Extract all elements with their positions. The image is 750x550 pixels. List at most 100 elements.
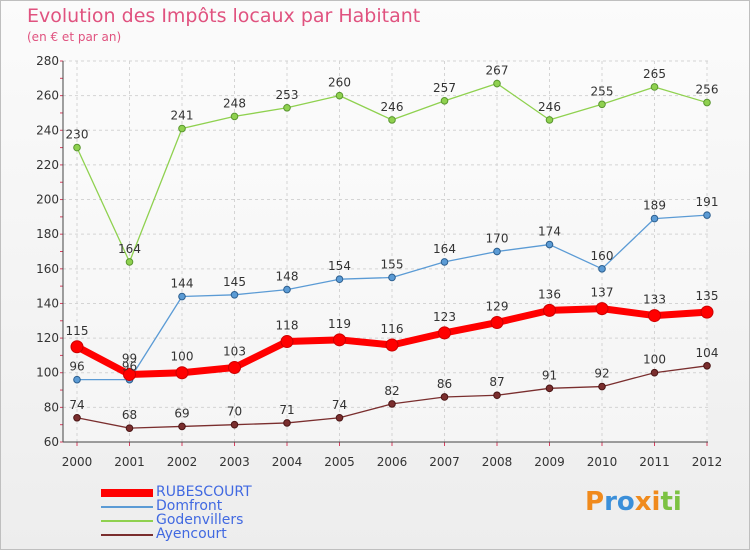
data-point-rubescourt bbox=[228, 361, 241, 375]
data-point-ayencourt bbox=[388, 400, 396, 408]
x-tick-label: 2008 bbox=[482, 455, 513, 469]
x-tick-label: 2001 bbox=[114, 455, 145, 469]
data-point-ayencourt bbox=[545, 384, 554, 393]
y-tick-label: 260 bbox=[36, 89, 59, 103]
x-tick-label: 2002 bbox=[167, 455, 198, 469]
data-label-domfront: 154 bbox=[328, 259, 351, 273]
data-point-domfront bbox=[388, 273, 396, 282]
data-point-godenvillers bbox=[545, 116, 554, 124]
data-point-godenvillers bbox=[178, 124, 186, 133]
data-label-domfront: 191 bbox=[696, 195, 719, 209]
data-label-rubescourt: 123 bbox=[433, 310, 456, 324]
data-label-godenvillers: 260 bbox=[328, 76, 351, 90]
data-label-domfront: 96 bbox=[69, 360, 84, 374]
data-point-domfront bbox=[650, 214, 659, 223]
x-tick-label: 2012 bbox=[692, 455, 723, 469]
data-point-rubescourt bbox=[595, 302, 609, 316]
data-label-godenvillers: 253 bbox=[276, 88, 299, 102]
data-point-domfront bbox=[335, 275, 344, 284]
x-tick-label: 2010 bbox=[587, 455, 618, 469]
y-tick-label: 100 bbox=[36, 366, 59, 380]
data-point-ayencourt bbox=[493, 391, 501, 400]
data-point-domfront bbox=[598, 265, 606, 273]
data-point-ayencourt bbox=[178, 422, 186, 431]
data-label-godenvillers: 246 bbox=[381, 100, 404, 114]
data-label-godenvillers: 255 bbox=[591, 84, 614, 98]
data-label-domfront: 96 bbox=[122, 360, 137, 374]
data-label-rubescourt: 103 bbox=[223, 345, 246, 359]
data-label-rubescourt: 116 bbox=[381, 322, 404, 336]
x-tick-label: 2009 bbox=[534, 455, 565, 469]
data-label-domfront: 164 bbox=[433, 242, 456, 256]
data-point-godenvillers bbox=[650, 83, 659, 91]
data-point-rubescourt bbox=[70, 340, 84, 354]
data-point-domfront bbox=[545, 240, 554, 249]
data-label-ayencourt: 71 bbox=[279, 403, 294, 417]
proxiti-logo: Proxiti bbox=[585, 487, 682, 517]
x-tick-label: 2003 bbox=[219, 455, 250, 469]
data-point-ayencourt bbox=[335, 413, 344, 422]
data-label-domfront: 189 bbox=[643, 199, 666, 213]
y-tick-label: 220 bbox=[36, 158, 59, 172]
data-label-rubescourt: 99 bbox=[122, 351, 137, 365]
y-tick-label: 240 bbox=[36, 123, 59, 137]
data-label-godenvillers: 230 bbox=[66, 128, 89, 142]
data-point-godenvillers bbox=[73, 143, 81, 152]
data-label-domfront: 160 bbox=[591, 249, 614, 263]
data-label-ayencourt: 86 bbox=[437, 377, 452, 391]
data-point-godenvillers bbox=[230, 112, 239, 121]
data-label-rubescourt: 135 bbox=[696, 289, 719, 303]
data-label-domfront: 144 bbox=[171, 277, 194, 291]
data-label-domfront: 174 bbox=[538, 225, 561, 239]
data-point-domfront bbox=[73, 375, 81, 384]
logo-letter: i bbox=[651, 487, 661, 517]
data-label-domfront: 170 bbox=[486, 232, 509, 246]
data-point-ayencourt bbox=[73, 413, 81, 422]
data-label-rubescourt: 133 bbox=[643, 293, 666, 307]
x-tick-label: 2007 bbox=[429, 455, 460, 469]
data-point-rubescourt bbox=[438, 326, 451, 340]
y-tick-label: 280 bbox=[36, 54, 59, 68]
y-tick-label: 140 bbox=[36, 296, 59, 310]
data-point-ayencourt bbox=[703, 362, 711, 370]
y-tick-label: 80 bbox=[44, 400, 59, 414]
logo-letter: t bbox=[660, 487, 673, 517]
data-label-ayencourt: 92 bbox=[594, 367, 609, 381]
data-label-rubescourt: 100 bbox=[171, 350, 194, 364]
legend-label-rubescourt: RUBESCOURT bbox=[156, 484, 252, 500]
data-point-domfront bbox=[178, 292, 186, 301]
data-point-ayencourt bbox=[283, 419, 291, 427]
chart-subtitle: (en € et par an) bbox=[27, 30, 122, 44]
legend-label-ayencourt: Ayencourt bbox=[156, 526, 227, 542]
data-point-rubescourt bbox=[648, 309, 661, 323]
data-point-ayencourt bbox=[125, 424, 134, 432]
data-point-godenvillers bbox=[703, 98, 711, 107]
data-label-rubescourt: 129 bbox=[486, 300, 509, 314]
logo-letter: o bbox=[616, 487, 635, 517]
data-label-ayencourt: 91 bbox=[542, 368, 557, 382]
logo-letter: x bbox=[634, 487, 652, 517]
chart-title: Evolution des Impôts locaux par Habitant bbox=[27, 5, 421, 27]
data-label-rubescourt: 137 bbox=[591, 286, 614, 300]
data-label-ayencourt: 82 bbox=[384, 384, 399, 398]
data-point-godenvillers bbox=[388, 116, 396, 124]
data-point-godenvillers bbox=[125, 258, 134, 266]
data-label-rubescourt: 119 bbox=[328, 317, 351, 331]
legend-swatch-ayencourt bbox=[101, 534, 153, 536]
x-tick-label: 2011 bbox=[639, 455, 670, 469]
data-point-ayencourt bbox=[440, 393, 449, 401]
y-tick-label: 60 bbox=[44, 435, 59, 449]
data-label-domfront: 155 bbox=[381, 257, 404, 271]
data-label-rubescourt: 115 bbox=[66, 324, 89, 338]
legend-label-domfront: Domfront bbox=[156, 498, 223, 514]
data-point-rubescourt bbox=[490, 316, 504, 330]
data-point-rubescourt bbox=[543, 303, 556, 317]
logo-letter: r bbox=[604, 487, 617, 517]
logo-letter: P bbox=[585, 487, 605, 517]
data-label-ayencourt: 74 bbox=[332, 398, 347, 412]
data-label-godenvillers: 265 bbox=[643, 67, 666, 81]
data-point-domfront bbox=[440, 258, 449, 266]
data-label-ayencourt: 70 bbox=[227, 405, 242, 419]
